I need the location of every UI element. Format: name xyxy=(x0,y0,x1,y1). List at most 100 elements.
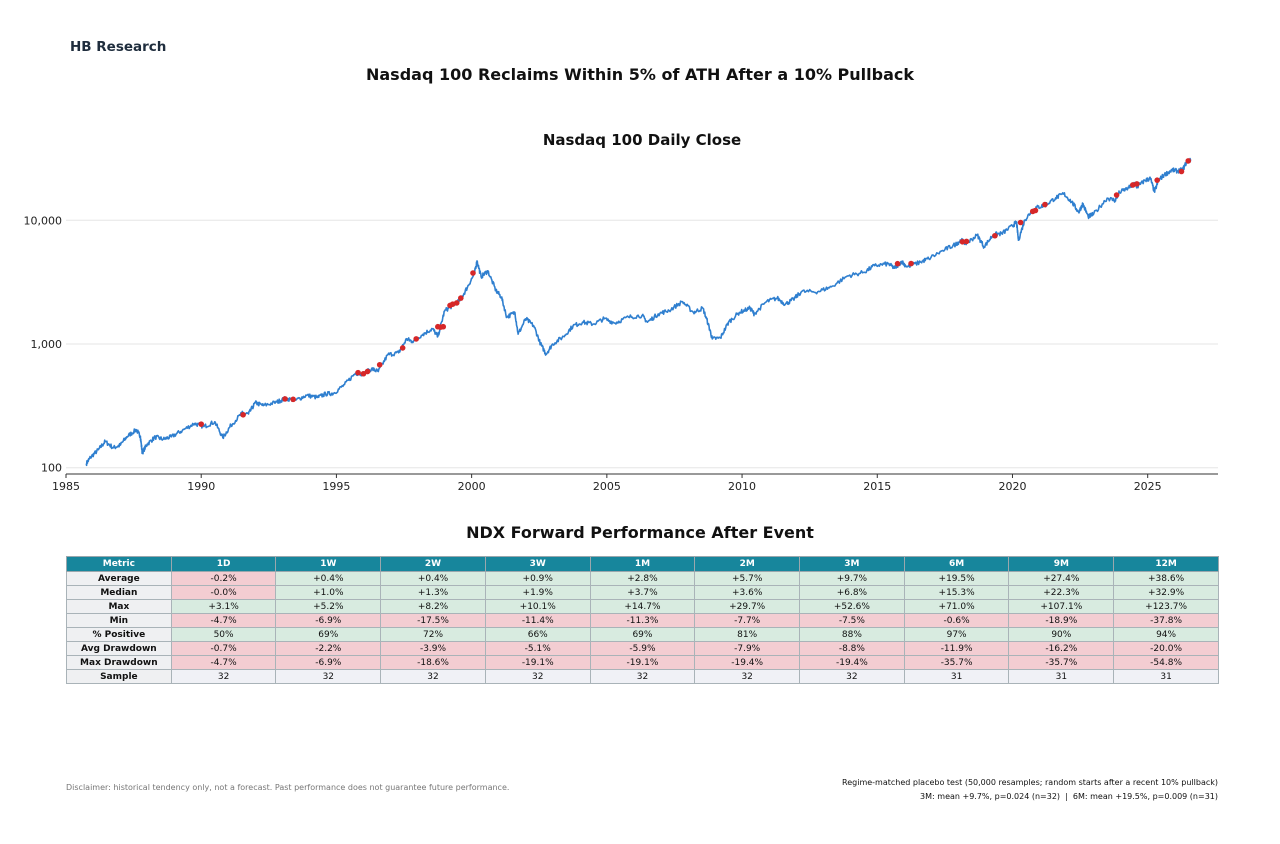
table-cell: +71.0% xyxy=(903,599,1010,614)
x-tick-label: 1995 xyxy=(322,480,350,493)
brand-label: HB Research xyxy=(70,39,167,55)
table-cell: +1.0% xyxy=(275,585,382,600)
column-header: 3M xyxy=(799,556,905,572)
table-row: % Positive 50% 69% 72% 66% 69% 81% 88% 97% 90% 94% xyxy=(66,627,1219,642)
column-header: 12M xyxy=(1113,556,1219,572)
table-cell: +0.4% xyxy=(380,571,486,586)
table-cell: -7.5% xyxy=(799,613,905,628)
table-cell: +6.8% xyxy=(799,585,905,600)
column-header: 2W xyxy=(380,556,486,572)
table-cell: -11.9% xyxy=(903,641,1010,656)
column-header: 3W xyxy=(484,556,591,572)
table-cell: +19.5% xyxy=(903,571,1010,586)
table-cell: -0.2% xyxy=(170,571,277,586)
table-cell: -7.9% xyxy=(694,641,801,656)
column-header: 9M xyxy=(1008,556,1115,572)
column-header: 1D xyxy=(170,556,277,572)
table-cell: -2.2% xyxy=(275,641,382,656)
table-cell: +5.7% xyxy=(694,571,801,586)
event-marker xyxy=(894,260,901,267)
table-title: NDX Forward Performance After Event xyxy=(466,523,814,542)
event-marker xyxy=(1185,158,1192,164)
table-cell: -5.1% xyxy=(484,641,591,656)
table-cell: 94% xyxy=(1113,627,1219,642)
event-marker xyxy=(1032,207,1039,214)
table-cell: +9.7% xyxy=(799,571,905,586)
event-marker xyxy=(470,270,476,276)
row-label: Avg Drawdown xyxy=(66,641,172,656)
table-cell: 66% xyxy=(484,627,591,642)
event-marker xyxy=(1042,201,1048,208)
table-cell: -11.3% xyxy=(589,613,696,628)
table-cell: -5.9% xyxy=(589,641,696,656)
row-label: % Positive xyxy=(66,627,172,642)
event-marker xyxy=(399,345,406,351)
table-cell: 31 xyxy=(1113,669,1219,684)
placebo-line-1: Regime-matched placebo test (50,000 resa… xyxy=(842,778,1218,787)
table-cell: +14.7% xyxy=(589,599,696,614)
table-cell: +15.3% xyxy=(903,585,1010,600)
table-cell: 32 xyxy=(484,669,591,684)
table-cell: 72% xyxy=(380,627,486,642)
table-cell: -16.2% xyxy=(1008,641,1115,656)
column-header: 1M xyxy=(589,556,696,572)
event-marker xyxy=(198,421,205,427)
table-cell: 31 xyxy=(903,669,1010,684)
figure-title: Nasdaq 100 Reclaims Within 5% of ATH Aft… xyxy=(365,65,915,84)
event-marker xyxy=(959,239,966,245)
table-cell: +5.2% xyxy=(275,599,382,614)
y-tick-label: 100 xyxy=(41,462,62,475)
event-marker xyxy=(458,295,464,301)
event-marker xyxy=(1017,219,1024,226)
event-marker xyxy=(1134,181,1140,187)
table-cell: +0.9% xyxy=(484,571,591,586)
table-cell: 90% xyxy=(1008,627,1115,642)
table-cell: 69% xyxy=(275,627,382,642)
y-axis-ticks: 100 1,000 10,000 xyxy=(24,214,63,474)
table-cell: +29.7% xyxy=(694,599,801,614)
table-header-row: Metric 1D 1W 2W 3W 1M 2M 3M 6M 9M 12M xyxy=(66,556,1219,572)
table-cell: -17.5% xyxy=(380,613,486,628)
x-tick-label: 2010 xyxy=(728,480,756,493)
x-tick-label: 2015 xyxy=(863,480,891,493)
table-cell: -18.9% xyxy=(1008,613,1115,628)
table-cell: 32 xyxy=(589,669,696,684)
row-label: Median xyxy=(66,585,172,600)
table-cell: -6.9% xyxy=(275,655,382,670)
x-tick-label: 2005 xyxy=(593,480,621,493)
forward-performance-table: Metric 1D 1W 2W 3W 1M 2M 3M 6M 9M 12M Average -0.2%… xyxy=(66,556,1219,684)
table-cell: 32 xyxy=(380,669,486,684)
event-marker xyxy=(992,232,998,239)
table-cell: 32 xyxy=(275,669,382,684)
table-row: Min -4.7% -6.9% -17.5% -11.4% -11.3% -7.7% -7.5… xyxy=(66,613,1219,628)
column-header: Metric xyxy=(66,556,172,572)
x-tick-label: 2020 xyxy=(998,480,1026,493)
table-cell: -0.6% xyxy=(903,613,1010,628)
table-cell: +32.9% xyxy=(1113,585,1219,600)
column-header: 2M xyxy=(694,556,801,572)
nasdaq-line-chart: Nasdaq 100 Daily Close 1985 1990 1995 2000 2… xyxy=(24,131,1218,493)
table-cell: 81% xyxy=(694,627,801,642)
ndx-close-line xyxy=(85,157,1192,467)
event-marker xyxy=(355,369,361,376)
event-marker xyxy=(963,238,970,245)
table-cell: +10.1% xyxy=(484,599,591,614)
table-cell: +123.7% xyxy=(1113,599,1219,614)
event-marker xyxy=(282,396,288,402)
table-row: Average -0.2% +0.4% +0.4% +0.9% +2.8% +5.7% +9.… xyxy=(66,571,1219,586)
x-tick-label: 2025 xyxy=(1134,480,1162,493)
chart-title: Nasdaq 100 Daily Close xyxy=(543,131,741,149)
table-row: Max Drawdown -4.7% -6.9% -18.6% -19.1% -19.1%… xyxy=(66,655,1219,670)
table-cell: -11.4% xyxy=(484,613,591,628)
placebo-note: Regime-matched placebo test (50,000 resa… xyxy=(842,776,1218,804)
table-cell: -19.4% xyxy=(694,655,801,670)
table-cell: 50% xyxy=(170,627,277,642)
y-tick-label: 1,000 xyxy=(31,338,63,351)
event-marker xyxy=(413,336,419,342)
table-cell: 32 xyxy=(694,669,801,684)
table-cell: +1.9% xyxy=(484,585,591,600)
event-marker xyxy=(1113,192,1120,198)
event-marker xyxy=(360,370,367,377)
table-cell: -0.0% xyxy=(170,585,277,600)
table-cell: 88% xyxy=(799,627,905,642)
